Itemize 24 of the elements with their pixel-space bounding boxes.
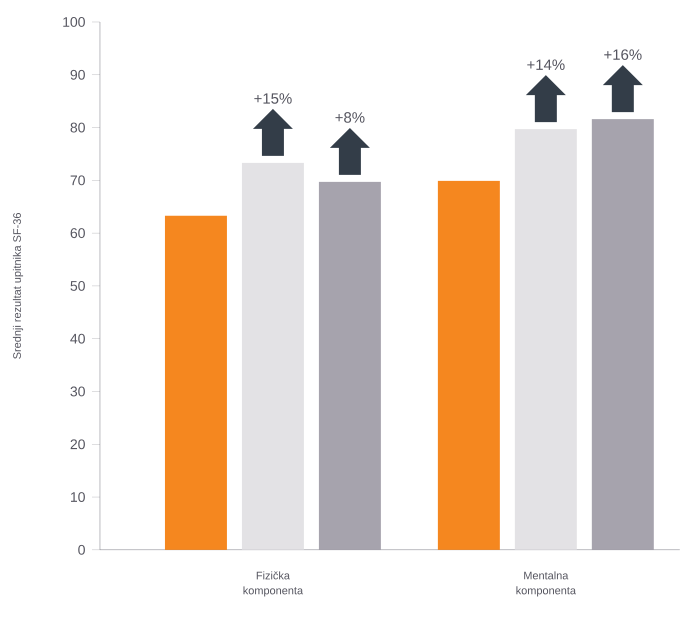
y-tick-label: 80 xyxy=(70,122,85,133)
y-tick-label: 30 xyxy=(70,386,85,397)
bar xyxy=(164,216,227,550)
bar xyxy=(438,180,500,550)
y-tick-label: 70 xyxy=(70,175,85,186)
bar xyxy=(592,119,654,550)
annotation: +16% xyxy=(604,49,642,60)
y-tick-label: 20 xyxy=(70,439,85,450)
annotation: +8% xyxy=(335,112,365,123)
y-tick-label: 100 xyxy=(63,17,85,28)
y-tick-label: 0 xyxy=(78,544,85,555)
x-tick-label: Fizička komponenta xyxy=(244,571,304,597)
annotation: +15% xyxy=(254,93,292,104)
y-tick-label: 50 xyxy=(70,281,85,291)
y-axis-title: Srednji rezultat upitnika SF-36 xyxy=(12,213,24,359)
y-tick-label: 40 xyxy=(70,334,85,344)
x-tick-label: Mentalna komponenta xyxy=(516,571,576,597)
annotation: +14% xyxy=(527,60,565,70)
y-tick-label: 90 xyxy=(70,70,85,80)
y-tick-label: 10 xyxy=(71,492,85,502)
y-tick-label: 60 xyxy=(70,228,85,238)
bar xyxy=(514,129,577,550)
bar xyxy=(318,182,381,550)
bar xyxy=(242,163,304,550)
